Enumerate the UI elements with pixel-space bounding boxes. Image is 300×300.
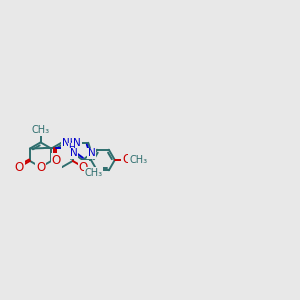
Text: CH₃: CH₃	[32, 125, 50, 135]
Text: O: O	[51, 154, 61, 167]
Text: O: O	[79, 160, 88, 174]
Text: CH₃: CH₃	[129, 155, 147, 165]
Text: CH₃: CH₃	[84, 168, 102, 178]
Text: H: H	[68, 143, 75, 152]
Text: N: N	[88, 148, 96, 158]
Text: O: O	[15, 160, 24, 174]
Text: N: N	[73, 138, 81, 148]
Text: O: O	[122, 154, 131, 166]
Text: N: N	[70, 148, 77, 158]
Text: NH: NH	[62, 138, 77, 148]
Text: O: O	[36, 160, 45, 174]
